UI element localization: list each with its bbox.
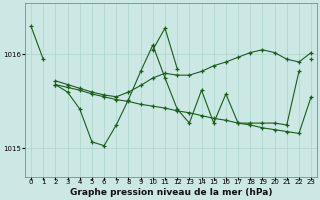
X-axis label: Graphe pression niveau de la mer (hPa): Graphe pression niveau de la mer (hPa)	[70, 188, 272, 197]
